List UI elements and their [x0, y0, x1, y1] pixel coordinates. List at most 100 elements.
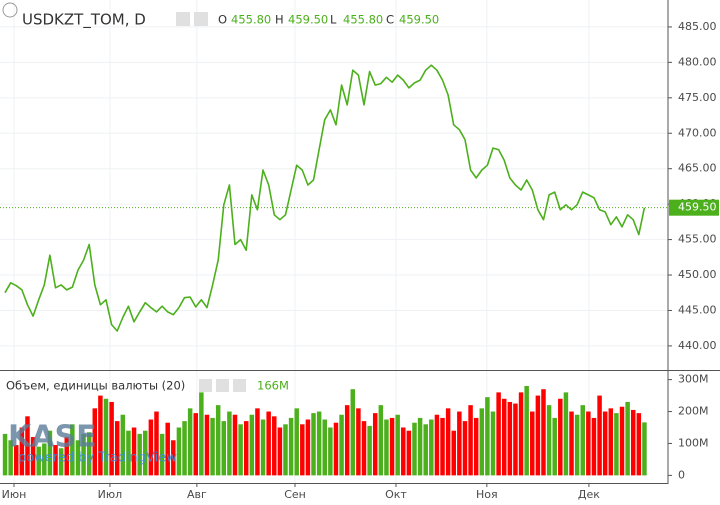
volume-bar — [501, 398, 507, 476]
volume-bar — [36, 446, 41, 476]
volume-bar — [429, 419, 434, 476]
ohlc-label: H — [275, 13, 284, 27]
volume-bar — [232, 414, 238, 476]
volume-last-value: 166M — [257, 379, 289, 393]
volume-bar — [580, 405, 585, 476]
volume-bar — [440, 417, 445, 476]
x-tick-label: Июл — [98, 488, 123, 501]
volume-bar — [221, 421, 227, 476]
volume-bar — [294, 408, 299, 476]
volume-bar — [305, 419, 311, 476]
volume-bar — [238, 424, 243, 476]
volume-settings-icon[interactable] — [216, 379, 229, 392]
volume-eye-icon[interactable] — [199, 379, 212, 392]
volume-bar — [2, 433, 8, 476]
volume-bar — [249, 414, 255, 476]
volume-bar — [193, 413, 198, 476]
volume-bar — [339, 414, 344, 476]
volume-bar — [322, 419, 327, 476]
y-tick-label: 440.00 — [678, 339, 717, 352]
volume-bar — [272, 416, 277, 476]
volume-bar — [350, 389, 356, 476]
volume-bar — [384, 419, 389, 476]
volume-bar — [485, 397, 490, 476]
ohlc-value: 459.50 — [399, 13, 439, 27]
volume-bar — [70, 424, 75, 476]
volume-bar — [395, 414, 400, 476]
settings-icon[interactable] — [176, 12, 190, 26]
volume-bar — [182, 421, 187, 476]
volume-bar — [148, 419, 154, 476]
volume-bar — [591, 417, 597, 476]
volume-bar — [204, 414, 210, 476]
volume-bar — [277, 427, 283, 476]
volume-bar — [25, 416, 30, 476]
volume-bar — [64, 437, 69, 476]
volume-bar — [81, 433, 86, 476]
volume-bar — [109, 401, 114, 476]
ohlc-label: C — [386, 13, 394, 27]
volume-bar — [42, 443, 47, 476]
volume-bar — [227, 411, 232, 476]
volume-bar — [630, 409, 636, 476]
volume-bar — [199, 392, 204, 476]
volume-bar — [19, 427, 25, 476]
volume-bar — [98, 395, 103, 476]
volume-bar — [328, 427, 333, 476]
volume-bar — [58, 448, 64, 476]
volume-bar — [524, 386, 529, 476]
volume-bar — [143, 430, 148, 476]
volume-bar — [406, 430, 412, 476]
volume-bar — [367, 425, 372, 476]
volume-bar — [541, 389, 546, 476]
volume-bar — [479, 408, 485, 476]
y-tick-label: 100M — [678, 436, 709, 449]
ohlc-label: O — [218, 13, 227, 27]
watermark-text: powered by TradingView — [18, 451, 177, 466]
y-tick-label: 475.00 — [678, 91, 717, 104]
last-price-label: 459.50 — [678, 201, 717, 214]
y-tick-label: 470.00 — [678, 126, 717, 139]
volume-bar — [473, 417, 479, 476]
volume-bar — [159, 433, 165, 476]
volume-bar — [243, 421, 249, 476]
volume-bar — [137, 433, 142, 476]
volume-bar — [552, 417, 557, 476]
volume-bar — [171, 440, 176, 476]
volume-bar — [53, 445, 58, 476]
volume-bar — [300, 424, 305, 476]
volume-bar — [468, 405, 473, 476]
volume-bar — [401, 427, 406, 476]
volume-bar — [356, 408, 361, 476]
volume-bar — [114, 421, 120, 476]
symbol-title: USDKZT_TOM, D — [22, 11, 146, 30]
y-tick-label: 300M — [678, 373, 709, 386]
volume-bar — [316, 411, 322, 476]
volume-bar — [75, 440, 81, 476]
volume-bar — [165, 422, 170, 476]
volume-bar — [412, 422, 417, 476]
volume-bar — [614, 413, 619, 476]
x-tick-label: Авг — [187, 488, 207, 501]
y-tick-label: 465.00 — [678, 162, 717, 175]
volume-bar — [176, 427, 182, 476]
y-tick-label: 450.00 — [678, 268, 717, 281]
volume-bar — [255, 408, 260, 476]
ohlc-value: 459.50 — [288, 13, 328, 27]
y-tick-label: 480.00 — [678, 55, 717, 68]
volume-bar — [563, 392, 569, 476]
volume-bar — [490, 411, 496, 476]
collapse-button[interactable] — [2, 2, 18, 18]
ohlc-value: 455.80 — [231, 13, 271, 27]
volume-bar — [434, 414, 440, 476]
volume-bar — [530, 411, 535, 476]
y-tick-label: 455.00 — [678, 233, 717, 246]
format-icon[interactable] — [194, 12, 208, 26]
volume-close-icon[interactable] — [233, 379, 246, 392]
y-tick-label: 485.00 — [678, 20, 717, 33]
volume-bar — [445, 408, 451, 476]
volume-bar — [344, 405, 350, 476]
volume-bar — [30, 437, 36, 476]
volume-bar — [451, 430, 456, 476]
